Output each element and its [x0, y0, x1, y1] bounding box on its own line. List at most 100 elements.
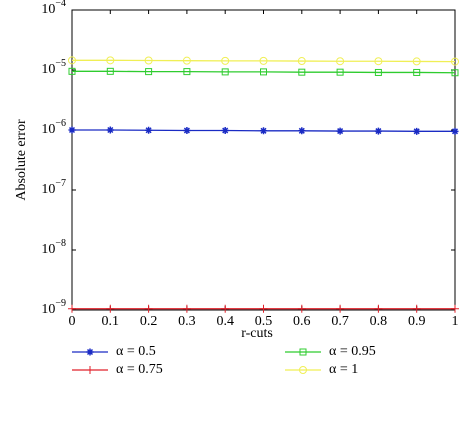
marker-shape — [412, 304, 421, 313]
marker-shape — [260, 127, 267, 135]
marker — [68, 304, 76, 313]
marker-shape — [68, 126, 76, 134]
marker — [68, 67, 76, 75]
series-line — [72, 70, 456, 74]
marker — [374, 127, 382, 135]
y-tick-label: 10−6 — [41, 118, 66, 137]
marker-shape — [336, 127, 344, 135]
marker-shape — [451, 127, 459, 135]
marker-shape — [336, 304, 345, 313]
marker — [336, 68, 344, 76]
marker-shape — [336, 68, 344, 76]
marker — [374, 304, 383, 313]
series-line — [72, 59, 456, 63]
marker — [259, 304, 268, 313]
marker-shape — [86, 366, 94, 374]
marker — [221, 56, 230, 65]
marker — [413, 127, 421, 135]
y-tick-label: 10−4 — [41, 0, 66, 17]
marker-shape — [106, 304, 115, 313]
marker-shape — [221, 304, 230, 313]
marker — [221, 127, 229, 135]
marker-shape — [299, 366, 307, 374]
x-axis-label: r-cuts — [241, 326, 273, 341]
marker-shape — [86, 348, 94, 356]
x-tick-label: 0.7 — [331, 314, 349, 329]
x-tick-label: 1 — [452, 314, 459, 329]
marker — [260, 127, 267, 135]
marker — [182, 56, 191, 65]
marker-shape — [106, 126, 114, 134]
marker — [412, 57, 421, 66]
marker-shape — [451, 57, 459, 66]
marker — [298, 68, 306, 76]
marker — [86, 348, 94, 356]
legend-label: α = 0.75 — [116, 362, 163, 377]
x-tick-label: 0.8 — [370, 314, 388, 329]
marker-shape — [259, 304, 268, 313]
marker-shape — [183, 68, 191, 76]
legend-label: α = 0.95 — [329, 344, 376, 359]
marker-shape — [182, 304, 191, 313]
marker-shape — [298, 127, 306, 135]
marker-shape — [260, 68, 267, 76]
marker-shape — [374, 57, 383, 66]
y-tick-label: 10−7 — [41, 178, 66, 197]
marker — [145, 68, 153, 76]
marker — [183, 68, 191, 76]
x-tick-label: 0.2 — [140, 314, 158, 329]
marker — [451, 57, 459, 66]
marker — [298, 127, 306, 135]
marker-shape — [145, 126, 153, 134]
x-tick-label: 0.5 — [255, 314, 273, 329]
y-axis-label: Absolute error — [14, 119, 29, 201]
marker — [144, 304, 153, 313]
marker — [221, 68, 229, 76]
marker-shape — [451, 69, 459, 77]
y-tick-label: 10−5 — [41, 58, 66, 77]
x-tick-label: 0.3 — [178, 314, 196, 329]
legend-label: α = 0.5 — [116, 344, 156, 359]
marker — [451, 69, 459, 77]
marker — [336, 57, 345, 66]
marker — [86, 366, 94, 374]
marker-shape — [183, 127, 191, 135]
marker-shape — [413, 127, 421, 135]
marker — [336, 127, 344, 135]
marker — [297, 304, 306, 313]
marker — [221, 304, 230, 313]
marker-shape — [336, 57, 345, 66]
marker — [451, 127, 459, 135]
marker — [299, 366, 307, 374]
marker-shape — [145, 68, 153, 76]
marker-shape — [106, 67, 114, 75]
marker-shape — [374, 68, 382, 76]
legend-label: α = 1 — [329, 362, 358, 377]
marker — [68, 56, 76, 65]
marker — [144, 56, 153, 65]
marker-shape — [68, 304, 76, 313]
marker-shape — [412, 57, 421, 66]
marker — [297, 57, 306, 66]
marker-shape — [374, 304, 383, 313]
marker — [374, 57, 383, 66]
marker-shape — [221, 56, 230, 65]
marker-shape — [68, 67, 76, 75]
marker — [412, 304, 421, 313]
marker-shape — [259, 56, 268, 65]
marker — [299, 348, 307, 356]
marker — [336, 304, 345, 313]
marker-shape — [451, 304, 459, 313]
marker — [106, 126, 114, 134]
marker — [106, 67, 114, 75]
marker — [68, 126, 76, 134]
marker-shape — [144, 56, 153, 65]
marker-shape — [221, 127, 229, 135]
marker-shape — [413, 68, 421, 76]
marker-shape — [297, 57, 306, 66]
x-tick-label: 0.6 — [293, 314, 311, 329]
marker — [451, 304, 459, 313]
marker-shape — [297, 304, 306, 313]
x-tick-label: 0.1 — [102, 314, 120, 329]
